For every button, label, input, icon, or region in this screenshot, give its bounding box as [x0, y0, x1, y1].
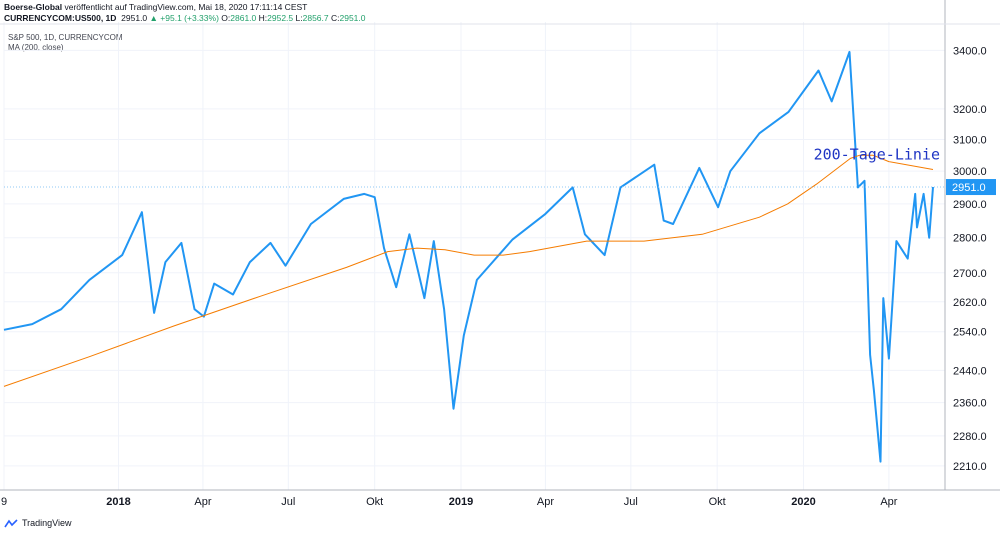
last-price: 2951.0: [121, 13, 148, 23]
last-price-tag: [946, 179, 996, 196]
x-tick-label: Okt: [709, 496, 726, 508]
quote-line: CURRENCYCOM:US500, 1D 2951.0 ▲ +95.1 (+3…: [4, 13, 365, 24]
y-tick-label: 3200.0: [953, 104, 987, 116]
low-label: L:: [295, 13, 303, 23]
y-tick-label: 3100.0: [953, 135, 987, 147]
chart-grid: [3, 22, 945, 490]
y-tick-label: 2280.0: [953, 431, 987, 443]
plot-area: 200-Tage-Linie: [3, 50, 945, 463]
publisher-name[interactable]: Boerse-Global: [4, 2, 63, 12]
chart-axes: 3400.0 3200.0 3100.0 3000.0 2900.0 2800.0 2700…: [0, 0, 1000, 508]
x-tick-label: 2018: [106, 496, 130, 508]
x-tick-label: Apr: [194, 496, 211, 508]
y-tick-label: 3000.0: [953, 166, 987, 178]
x-tick-label: 2020: [791, 496, 815, 508]
footer-brand: TradingView: [22, 518, 72, 528]
y-tick-label: 2440.0: [953, 365, 987, 377]
y-tick-label: 2900.0: [953, 199, 987, 211]
tradingview-branding[interactable]: TradingView: [4, 518, 72, 528]
low-value: 2856.7: [302, 13, 329, 23]
y-tick-label: 2800.0: [953, 233, 987, 245]
x-tick-label: Apr: [880, 496, 897, 508]
ma-annotation: 200-Tage-Linie: [814, 145, 940, 163]
publish-info: Boerse-Global veröffentlicht auf Trading…: [4, 2, 307, 13]
symbol-label: CURRENCYCOM:US500, 1D: [4, 13, 117, 23]
open-value: 2861.0: [230, 13, 257, 23]
series-legend[interactable]: S&P 500, 1D, CURRENCYCOM: [8, 33, 123, 42]
y-tick-label: 2540.0: [953, 327, 987, 339]
y-tick-label: 2360.0: [953, 398, 987, 410]
change-value: ▲ +95.1 (+3.33%): [149, 13, 219, 23]
y-tick-label: 2700.0: [953, 268, 987, 280]
x-tick-label: Jul: [624, 496, 638, 508]
price-series-line[interactable]: [3, 50, 934, 463]
y-tick-label: 2210.0: [953, 461, 987, 473]
publish-text: veröffentlicht auf TradingView.com, Mai …: [64, 2, 308, 12]
last-price-tag-label: 2951.0: [952, 182, 986, 194]
x-tick-label: 2019: [449, 496, 473, 508]
tradingview-logo-icon: [4, 518, 18, 527]
ma-legend[interactable]: MA (200, close): [8, 43, 64, 52]
x-tick-label: Jul: [281, 496, 295, 508]
x-tick-label: Apr: [537, 496, 554, 508]
x-tick-label: Okt: [366, 496, 383, 508]
y-tick-label: 2620.0: [953, 297, 987, 309]
high-value: 2952.5: [267, 13, 294, 23]
open-label: O:: [221, 13, 231, 23]
x-tick-label: 9: [1, 496, 7, 508]
close-value: 2951.0: [339, 13, 366, 23]
high-label: H:: [258, 13, 268, 23]
ma-series-line[interactable]: [3, 154, 934, 387]
close-label: C:: [330, 13, 340, 23]
y-tick-label: 3400.0: [953, 45, 987, 57]
